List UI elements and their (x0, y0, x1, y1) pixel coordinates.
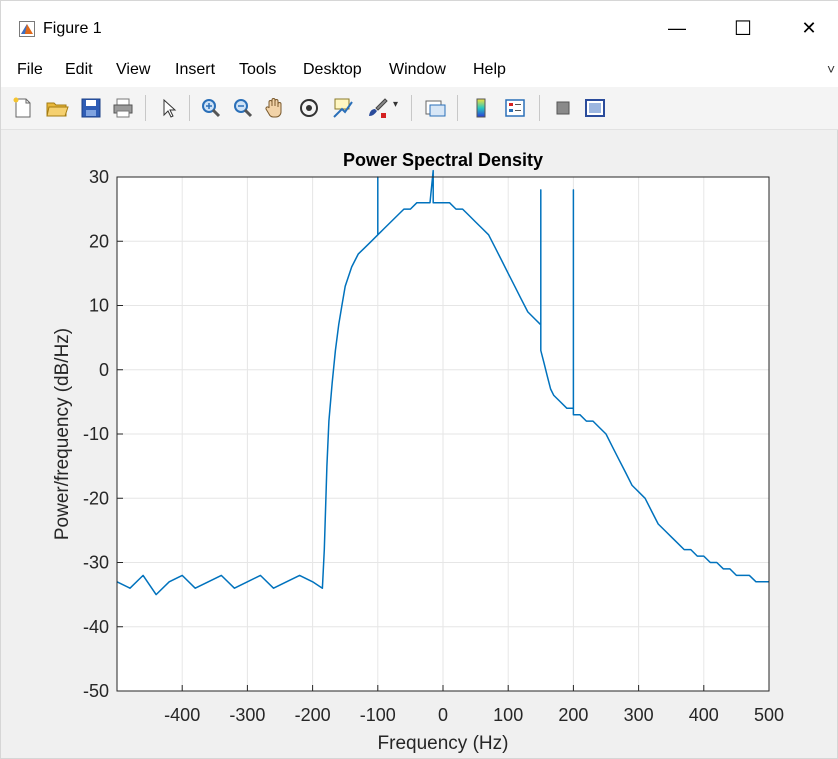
hide-plot-tools-icon[interactable] (551, 96, 575, 120)
maximize-icon: ☐ (734, 17, 752, 40)
x-tick-label: -200 (295, 705, 331, 725)
select-arrow-icon[interactable] (157, 96, 181, 120)
menu-tools[interactable]: Tools (239, 61, 277, 78)
close-icon: ✕ (801, 17, 817, 38)
save-icon[interactable] (79, 96, 103, 120)
series-layer (116, 169, 769, 596)
minimize-icon: — (668, 17, 686, 38)
ticks-layer (117, 176, 770, 692)
x-tick-label: -300 (229, 705, 265, 725)
y-tick-label: -10 (83, 424, 109, 444)
x-axis-label: Frequency (Hz) (378, 733, 509, 753)
zoom-out-icon[interactable] (231, 96, 255, 120)
y-tick-label: 30 (89, 167, 109, 187)
pan-hand-icon[interactable] (263, 96, 287, 120)
zoom-in-icon[interactable] (199, 96, 223, 120)
toolbar-separator (189, 95, 190, 121)
x-tick-label: 400 (689, 705, 719, 725)
brush-dropdown-icon[interactable]: ▾ (393, 99, 399, 110)
legend-icon[interactable] (503, 96, 527, 120)
toolbar-separator (411, 95, 412, 121)
print-icon[interactable] (111, 96, 135, 120)
menu-window[interactable]: Window (389, 61, 446, 78)
minimize-button[interactable]: — (647, 1, 707, 55)
close-button[interactable]: ✕ (779, 1, 838, 55)
y-tick-label: 20 (89, 231, 109, 251)
toolbar-separator (145, 95, 146, 121)
new-figure-icon[interactable] (11, 96, 35, 120)
y-axis-label: Power/frequency (dB/Hz) (52, 328, 73, 540)
x-tick-label: 0 (438, 705, 448, 725)
data-cursor-icon[interactable] (331, 96, 355, 120)
colorbar-icon[interactable] (469, 96, 493, 120)
menu-view[interactable]: View (116, 61, 151, 78)
y-tick-label: 0 (99, 360, 109, 380)
toolbar-separator (539, 95, 540, 121)
menu-insert[interactable]: Insert (175, 61, 216, 78)
menu-help[interactable]: Help (473, 61, 506, 78)
y-tick-label: -20 (83, 488, 109, 508)
x-tick-label: 100 (493, 705, 523, 725)
tick-labels: -400 -300 -200 -100 0 100 200 300 400 5003020100-… (83, 167, 784, 725)
y-tick-label: -40 (83, 617, 109, 637)
maximize-button[interactable]: ☐ (713, 1, 773, 55)
figure-canvas: -400 -300 -200 -100 0 100 200 300 400 500 30 20 10 0-… (8, 131, 836, 754)
rotate-3d-icon[interactable] (297, 96, 321, 120)
x-tick-label: -400 (164, 705, 200, 725)
y-tick-label: -50 (83, 681, 109, 701)
link-plot-icon[interactable] (423, 96, 447, 120)
y-tick-label: 10 (89, 296, 109, 316)
psd-chart[interactable]: -400 -300 -200 -100 0 100 200 300 400 5003020100-… (8, 131, 836, 754)
menu-bar: File Edit View Insert Tools Desktop Wind… (1, 55, 838, 87)
x-tick-label: 500 (754, 705, 784, 725)
chart-title: Power Spectral Density (343, 150, 543, 170)
menu-file[interactable]: File (17, 61, 43, 78)
brush-icon[interactable] (365, 96, 389, 120)
x-tick-label: 200 (558, 705, 588, 725)
x-tick-label: -100 (360, 705, 396, 725)
figure-toolbar: ▾ (1, 87, 838, 130)
matlab-logo-icon (19, 21, 35, 37)
menu-edit[interactable]: Edit (65, 61, 93, 78)
open-file-icon[interactable] (45, 96, 69, 120)
psd-series-line (116, 169, 769, 596)
title-bar[interactable]: Figure 1 — ☐ ✕ (1, 1, 838, 55)
menu-overflow-icon[interactable]: ˅ (827, 61, 836, 77)
y-tick-label: -30 (83, 553, 109, 573)
x-tick-label: 300 (624, 705, 654, 725)
show-plot-tools-icon[interactable] (583, 96, 607, 120)
window-title: Figure 1 (43, 20, 102, 37)
menu-desktop[interactable]: Desktop (303, 61, 362, 78)
toolbar-separator (457, 95, 458, 121)
